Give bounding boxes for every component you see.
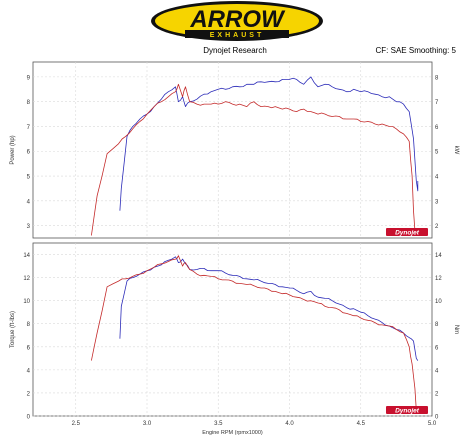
power-ytick-right-label: 7 (435, 100, 439, 106)
power-ytick-label: 4 (27, 199, 31, 205)
power-ytick-right-label: 2 (435, 224, 439, 230)
torque-xtick-label: 3.0 (143, 421, 152, 427)
power-ytick-label: 5 (27, 175, 31, 181)
power-ytick-label: 8 (27, 100, 31, 106)
torque-yaxis-right-label: Nm (453, 325, 459, 334)
torque-ytick-label: 10 (23, 299, 30, 305)
power-yaxis-right-label: kW (453, 146, 459, 155)
power-ytick-label: 9 (27, 75, 31, 81)
logo-subtext-bar (185, 30, 289, 38)
torque-series-line-1 (119, 256, 419, 361)
torque-plot-area (32, 242, 433, 417)
header-settings: CF: SAE Smoothing: 5 (375, 46, 456, 55)
logo-subtext: EXHAUST (210, 32, 264, 39)
torque-ytick-right-label: 4 (435, 368, 439, 374)
torque-ytick-label: 14 (23, 253, 30, 259)
power-ytick-right-label: 5 (435, 150, 439, 156)
torque-ytick-right-label: 6 (435, 345, 439, 351)
torque-ytick-right-label: 0 (435, 415, 439, 421)
power-ytick-label: 6 (27, 150, 31, 156)
torque-watermark-text: Dynojet (395, 408, 420, 415)
chart-header: Dynojet Research CF: SAE Smoothing: 5 (0, 44, 470, 58)
torque-ytick-right-label: 2 (435, 391, 439, 397)
torque-ytick-label: 6 (27, 345, 31, 351)
power-ytick-right-label: 8 (435, 75, 439, 81)
torque-ytick-label: 0 (27, 415, 31, 421)
torque-ytick-label: 8 (27, 322, 31, 328)
torque-series-line-2 (91, 255, 417, 411)
power-ytick-label: 7 (27, 125, 31, 131)
power-plot-area (32, 61, 433, 239)
torque-xaxis-label: Engine RPM (rpmx1000) (202, 430, 263, 436)
power-series-line-1 (119, 76, 419, 211)
torque-ytick-right-label: 12 (435, 276, 442, 282)
torque-ytick-right-label: 14 (435, 253, 442, 259)
torque-xtick-label: 3.5 (214, 421, 223, 427)
header-title: Dynojet Research (203, 46, 267, 55)
torque-ytick-right-label: 10 (435, 299, 442, 305)
torque-watermark-badge (386, 406, 428, 414)
logo-badge-inner (155, 4, 319, 38)
torque-yaxis-label: Torque (ft-lbs) (10, 311, 16, 348)
torque-ytick-label: 12 (23, 276, 30, 282)
power-watermark-badge (386, 228, 428, 236)
power-ytick-right-label: 3 (435, 199, 439, 205)
torque-xtick-label: 4.5 (357, 421, 366, 427)
torque-ytick-label: 4 (27, 368, 31, 374)
torque-chart: 0 2 4 6 8 10 12 14 0 2 4 6 8 10 12 14 2.5 3.0 3.5 4.0 4.5 5.0… (10, 242, 459, 436)
power-ytick-right-label: 6 (435, 125, 439, 131)
logo-text: ARROW (189, 6, 286, 33)
torque-ytick-label: 2 (27, 391, 31, 397)
power-series-line-2 (91, 83, 417, 236)
power-chart: 3 4 5 6 7 8 9 2 3 4 5 6 7 8 Power (hp) kW Dynojet (10, 61, 459, 239)
power-ytick-right-label: 4 (435, 175, 439, 181)
power-yaxis-label: Power (hp) (10, 135, 16, 164)
brand-logo: ARROW EXHAUST (0, 0, 470, 44)
torque-ytick-right-label: 8 (435, 322, 439, 328)
power-ytick-label: 3 (27, 224, 31, 230)
torque-xtick-label: 2.5 (72, 421, 81, 427)
power-watermark-text: Dynojet (395, 230, 420, 237)
torque-xtick-label: 5.0 (428, 421, 437, 427)
torque-xtick-label: 4.0 (285, 421, 294, 427)
